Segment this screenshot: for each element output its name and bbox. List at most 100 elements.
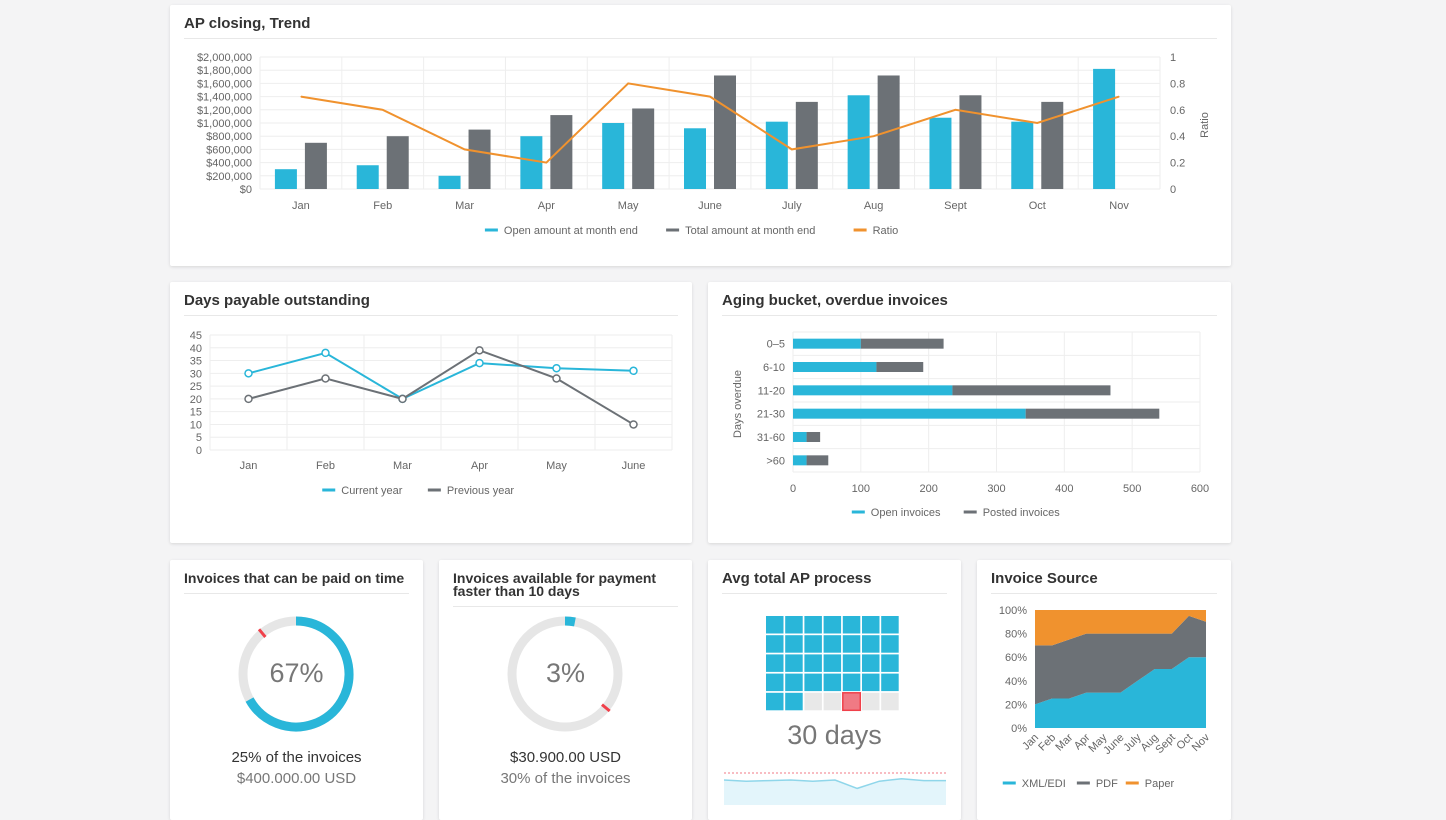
y2-tick-label: 1 xyxy=(1170,52,1176,64)
calendar-today xyxy=(842,692,862,712)
y-tick-label: 0–5 xyxy=(767,339,785,351)
calendar-day xyxy=(804,616,822,634)
calendar-day xyxy=(881,654,899,672)
calendar-day xyxy=(881,616,899,634)
ratio-point xyxy=(464,148,466,150)
bar-open xyxy=(929,117,952,189)
bar-total xyxy=(714,75,736,189)
legend-label: Ratio xyxy=(873,225,899,237)
y-tick-label: $600,000 xyxy=(206,144,252,156)
current-year-line xyxy=(248,351,634,401)
invoice-source-card: Invoice Source 0% 20% 40% 60% 80% 100% Jan Feb M… xyxy=(977,560,1231,820)
card-title: Invoices available for payment faster th… xyxy=(453,571,678,607)
y-tick-label: >60 xyxy=(766,455,785,467)
aging-card: Aging bucket, overdue invoices 0 100 200 30… xyxy=(708,282,1231,543)
donut-progress xyxy=(564,616,576,627)
card-title: Invoices that can be paid on time xyxy=(184,571,409,594)
avg-days: 30 days xyxy=(787,720,882,750)
calendar-day xyxy=(823,654,842,672)
y-axis-label: Days overdue xyxy=(732,370,744,438)
y-tick-label: 15 xyxy=(190,407,202,419)
calendar-day xyxy=(804,673,822,692)
card-title: Avg total AP process xyxy=(722,571,947,594)
x-tick-label: 400 xyxy=(1055,483,1073,495)
calendar-day xyxy=(842,635,861,653)
card-title: Aging bucket, overdue invoices xyxy=(722,293,1217,316)
bar-total xyxy=(1041,101,1064,189)
y-tick-label: 10 xyxy=(190,419,202,431)
calendar-day xyxy=(881,635,899,653)
x-tick-label: Oct xyxy=(1174,732,1195,753)
y-tick-label: 21-30 xyxy=(757,409,785,421)
data-point xyxy=(629,366,638,376)
x-tick-label: 0 xyxy=(790,483,796,495)
y-tick-label: 35 xyxy=(190,356,202,368)
x-tick-label: July xyxy=(782,200,802,212)
calendar-day xyxy=(842,616,861,634)
y-tick-label: $200,000 xyxy=(206,171,252,183)
x-tick-label: Apr xyxy=(471,460,488,472)
y2-tick-label: 0.2 xyxy=(1170,158,1185,170)
data-point xyxy=(475,358,484,368)
calendar-day xyxy=(766,673,784,692)
calendar-day xyxy=(881,692,899,711)
bar-open xyxy=(793,408,1026,419)
ratio-point xyxy=(627,82,629,84)
legend-label: Posted invoices xyxy=(983,507,1061,519)
data-point xyxy=(244,369,253,378)
donut-progress xyxy=(245,616,354,732)
data-point xyxy=(398,394,407,404)
ratio-point xyxy=(873,135,875,137)
calendar-day xyxy=(785,635,803,653)
faster-card: Invoices available for payment faster th… xyxy=(439,560,692,820)
calendar-day xyxy=(862,673,880,692)
x-tick-label: Jan xyxy=(240,460,258,472)
bar-open xyxy=(684,128,706,189)
y2-tick-label: 0.8 xyxy=(1170,78,1185,90)
x-tick-label: May xyxy=(546,460,567,472)
bar-open xyxy=(274,169,297,189)
data-point xyxy=(552,363,561,373)
x-tick-label: 200 xyxy=(919,483,937,495)
bar-total xyxy=(550,115,573,189)
legend-label: Previous year xyxy=(447,485,515,497)
calendar-grid xyxy=(723,616,946,805)
x-tick-label: Mar xyxy=(455,200,474,212)
ratio-point xyxy=(382,109,384,111)
legend-label: Current year xyxy=(341,485,402,497)
bar-open xyxy=(438,175,461,189)
x-tick-label: Feb xyxy=(373,200,392,212)
bar-total xyxy=(795,101,818,189)
x-tick-label: Aug xyxy=(864,200,884,212)
previous-year-line xyxy=(248,349,635,426)
invoice-source-chart: 0%20%40%60%80%100%JanFebMarAprMayJuneJul… xyxy=(999,605,1213,790)
legend-label: Open invoices xyxy=(871,507,941,519)
aging-chart: 0 100 200 300 400 500 600 Days overdue 0–5 6-10 11… xyxy=(732,331,1209,519)
y-tick-label: $400,000 xyxy=(206,158,252,170)
card-title: Invoice Source xyxy=(991,571,1217,594)
x-tick-label: Sept xyxy=(944,200,967,212)
calendar-day xyxy=(881,673,899,692)
y-tick-label: 6-10 xyxy=(763,362,785,374)
dpo-card: Days payable outstanding 0 5 10 15 20 25 30 35 4… xyxy=(170,282,692,543)
bar-posted xyxy=(876,362,924,372)
ratio-point xyxy=(300,96,302,98)
x-tick-label: May xyxy=(618,200,639,212)
calendar-day xyxy=(823,616,842,634)
bar-open xyxy=(793,385,953,396)
y-tick-label: 45 xyxy=(190,330,202,342)
bar-open xyxy=(356,165,379,189)
calendar-day xyxy=(766,692,784,711)
calendar-day xyxy=(862,616,880,634)
ratio-point xyxy=(1036,122,1038,124)
bar-posted xyxy=(806,455,829,466)
bar-posted xyxy=(1025,408,1160,419)
y-tick-label: $1,400,000 xyxy=(197,92,252,104)
y-tick-label: 80% xyxy=(1005,629,1027,641)
x-tick-label: 500 xyxy=(1123,483,1141,495)
bar-posted xyxy=(860,338,944,349)
calendar-day xyxy=(842,654,861,672)
ontime-line2: $400.000.00 USD xyxy=(236,770,357,787)
bar-open xyxy=(1011,121,1034,189)
